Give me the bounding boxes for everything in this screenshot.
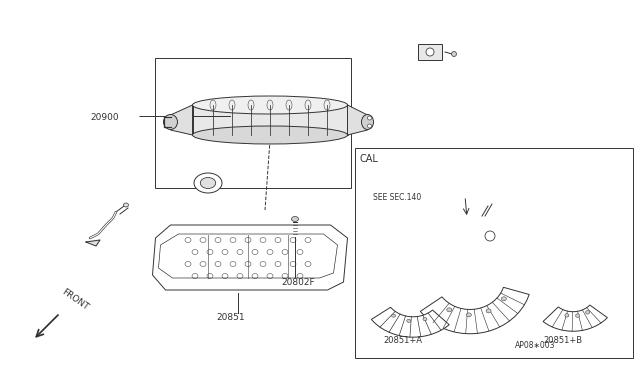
Text: 20802F: 20802F bbox=[281, 278, 315, 287]
Ellipse shape bbox=[575, 314, 580, 317]
Ellipse shape bbox=[467, 313, 471, 317]
Ellipse shape bbox=[426, 48, 434, 56]
Ellipse shape bbox=[291, 217, 298, 221]
Ellipse shape bbox=[392, 314, 396, 317]
Ellipse shape bbox=[367, 116, 371, 120]
Polygon shape bbox=[170, 105, 193, 135]
Text: 20851+A: 20851+A bbox=[383, 336, 422, 345]
Text: 20900: 20900 bbox=[90, 113, 118, 122]
Polygon shape bbox=[193, 105, 348, 135]
Ellipse shape bbox=[451, 51, 456, 57]
Bar bbox=[355, 148, 633, 358]
Ellipse shape bbox=[163, 115, 177, 129]
Ellipse shape bbox=[193, 126, 348, 144]
Ellipse shape bbox=[565, 314, 569, 317]
Ellipse shape bbox=[485, 231, 495, 241]
Ellipse shape bbox=[200, 177, 216, 189]
Ellipse shape bbox=[407, 319, 411, 322]
Ellipse shape bbox=[486, 309, 491, 313]
Ellipse shape bbox=[362, 115, 374, 129]
Ellipse shape bbox=[194, 173, 222, 193]
Text: 20851+B: 20851+B bbox=[543, 336, 582, 345]
Text: CAL: CAL bbox=[360, 154, 379, 164]
Polygon shape bbox=[371, 307, 449, 337]
Polygon shape bbox=[420, 287, 529, 334]
Ellipse shape bbox=[367, 124, 371, 128]
Ellipse shape bbox=[447, 308, 452, 312]
Text: 20851: 20851 bbox=[216, 313, 244, 322]
Ellipse shape bbox=[193, 96, 348, 114]
Ellipse shape bbox=[423, 318, 427, 321]
Text: AP08∗003: AP08∗003 bbox=[515, 341, 556, 350]
Ellipse shape bbox=[124, 203, 129, 207]
Bar bbox=[155, 58, 351, 188]
Polygon shape bbox=[152, 225, 348, 290]
Polygon shape bbox=[348, 105, 367, 135]
Ellipse shape bbox=[586, 311, 589, 314]
Text: SEE SEC.140: SEE SEC.140 bbox=[373, 193, 421, 202]
Bar bbox=[418, 44, 442, 60]
Ellipse shape bbox=[501, 297, 506, 301]
Text: FRONT: FRONT bbox=[60, 287, 90, 312]
Polygon shape bbox=[86, 240, 100, 246]
Polygon shape bbox=[543, 305, 607, 331]
